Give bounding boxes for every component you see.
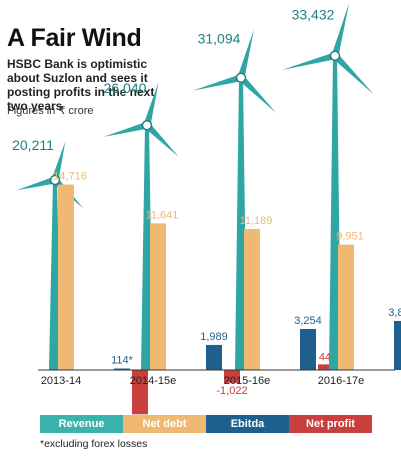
turbine-blade-2-0 <box>237 29 254 79</box>
turbine-blade-3-1 <box>332 53 374 95</box>
legend-net-profit: Net profit <box>289 415 372 433</box>
legend: Revenue Net debt Ebitda Net profit <box>40 415 372 433</box>
ebitda-bar-2 <box>300 328 316 370</box>
turbine-blade-1-0 <box>143 81 159 127</box>
net-debt-label-0: 14,716 <box>53 171 87 183</box>
revenue-label-0: 20,211 <box>12 137 54 153</box>
turbine-hub-0 <box>49 174 61 186</box>
turbine-blade-0-2 <box>16 176 56 191</box>
net-profit-label-1: -1,022 <box>216 385 247 397</box>
net-debt-label-2: 11,189 <box>240 215 273 227</box>
net-profit-bar-0 <box>132 370 148 415</box>
turbine-hub-3 <box>329 50 341 61</box>
ebitda-bar-0 <box>114 368 130 370</box>
revenue-label-2: 31,094 <box>198 31 241 47</box>
turbine-hub-2 <box>235 72 247 83</box>
turbine-blade-2-1 <box>238 75 277 114</box>
turbine-blade-1-1 <box>144 122 179 158</box>
chart-subtitle: HSBC Bank is optimistic about Suzlon and… <box>7 57 155 113</box>
net-debt-bar-3 <box>338 244 354 370</box>
category-label-0: 2013-14 <box>41 375 81 387</box>
legend-revenue: Revenue <box>40 415 123 433</box>
net-profit-bar-1 <box>224 370 240 383</box>
legend-net-debt: Net debt <box>123 415 206 433</box>
footnote: *excluding forex losses <box>40 438 148 450</box>
net-debt-bar-0 <box>58 184 74 370</box>
category-label-2: 2015-16e <box>224 375 271 387</box>
ebitda-label-3: 3,893 <box>388 307 401 319</box>
ebitda-label-2: 3,254 <box>294 315 322 327</box>
turbine-blade-3-2 <box>281 52 336 70</box>
turbine-blade-3-0 <box>331 2 350 57</box>
ebitda-bar-1 <box>206 344 222 370</box>
revenue-label-1: 26,040 <box>104 80 147 96</box>
revenue-label-3: 33,432 <box>292 7 335 23</box>
net-debt-bar-1 <box>150 223 166 370</box>
ebitda-label-1: 1,989 <box>200 331 228 343</box>
turbine-blade-2-2 <box>192 74 242 91</box>
ebitda-label-0: 114* <box>111 355 134 367</box>
turbine-blade-0-0 <box>51 141 66 181</box>
net-debt-label-1: 11,641 <box>146 209 179 221</box>
turbine-blade-1-2 <box>103 121 148 137</box>
turbine-hub-1 <box>141 119 153 131</box>
category-label-1: 2014-15e <box>130 375 177 387</box>
units-note: Figures in ₹ crore <box>7 105 94 117</box>
ebitda-bar-3 <box>394 320 401 370</box>
net-debt-label-3: 9,951 <box>336 231 364 243</box>
net-profit-bar-2 <box>318 364 334 370</box>
category-label-3: 2016-17e <box>318 375 365 387</box>
chart-title: A Fair Wind <box>7 24 142 52</box>
net-debt-bar-2 <box>244 229 260 370</box>
legend-ebitda: Ebitda <box>206 415 289 433</box>
